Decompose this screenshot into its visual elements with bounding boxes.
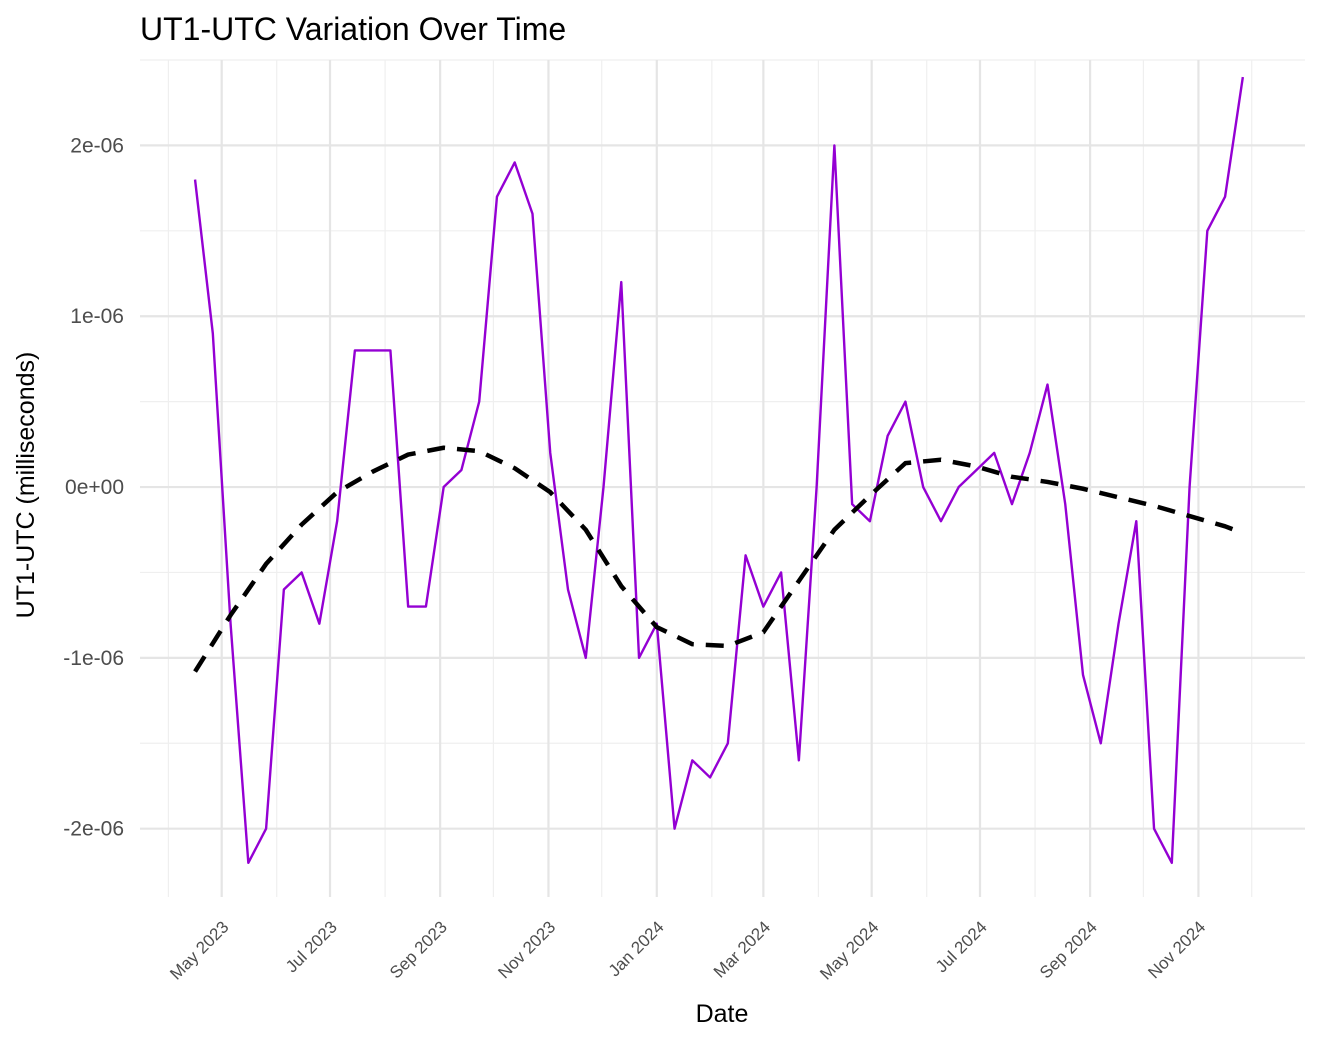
x-tick-label: Jul 2024: [932, 917, 991, 976]
y-axis-tick-labels: -2e-06 -1e-06 0e+00 1e-06 2e-06: [63, 134, 124, 840]
x-axis-title: Date: [696, 1000, 749, 1028]
y-axis-title: UT1-UTC (milliseconds): [12, 352, 40, 619]
x-tick-label: May 2024: [816, 917, 882, 983]
x-tick-label: Sep 2024: [1036, 917, 1101, 982]
trend-line: [193, 445, 1244, 673]
data-series-line: [193, 76, 1245, 865]
y-tick-label: -2e-06: [63, 818, 124, 841]
minor-grid: [140, 59, 1305, 897]
series-layer: [193, 76, 1245, 865]
x-axis-tick-labels: May 2023 Jul 2023 Sep 2023 Nov 2023 Jan 2024…: [166, 917, 1209, 983]
x-tick-label: Mar 2024: [710, 917, 774, 981]
y-tick-label: -1e-06: [63, 647, 124, 670]
x-tick-label: May 2023: [166, 917, 232, 983]
y-tick-label: 2e-06: [70, 134, 124, 157]
chart-title: UT1-UTC Variation Over Time: [140, 11, 566, 47]
x-tick-label: Jul 2023: [282, 917, 341, 976]
x-tick-label: Nov 2024: [1144, 917, 1209, 982]
major-grid: [140, 60, 1305, 897]
y-tick-label: 1e-06: [70, 305, 124, 328]
y-tick-label: 0e+00: [65, 476, 124, 499]
x-tick-label: Nov 2023: [494, 917, 559, 982]
x-tick-label: Sep 2023: [386, 917, 451, 982]
x-tick-label: Jan 2024: [605, 917, 668, 980]
